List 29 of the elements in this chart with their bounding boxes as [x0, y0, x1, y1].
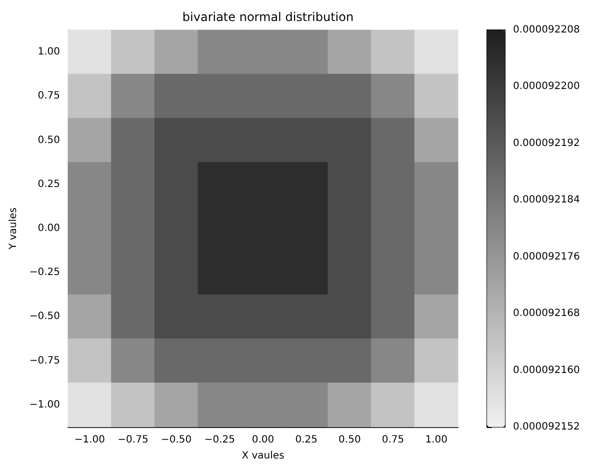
- x-tick-label: −0.75: [118, 434, 148, 446]
- x-tick-label: 0.75: [382, 434, 404, 446]
- x-tick-label: −0.25: [204, 434, 235, 446]
- x-tick-label: 0.50: [338, 434, 361, 446]
- x-tick-label: 0.00: [252, 434, 274, 446]
- y-tick-label: −0.75: [29, 355, 60, 366]
- y-tick-label: 1.00: [38, 46, 60, 58]
- x-tick-label: 1.00: [425, 434, 448, 446]
- color-bar-label: 0.000092168: [513, 308, 580, 320]
- y-axis-title: Y vaules: [8, 208, 19, 250]
- y-tick-label: −1.00: [29, 399, 60, 410]
- x-tick-label: 0.25: [295, 434, 318, 446]
- x-tick-label: −1.00: [74, 434, 105, 446]
- color-bar-label: 0.000092152: [513, 422, 580, 432]
- y-tick-label: 0.25: [38, 178, 60, 190]
- y-tick-label: −0.50: [29, 311, 60, 322]
- x-axis-title: X vaules: [242, 450, 284, 462]
- y-tick-label: 0.00: [38, 223, 60, 234]
- y-tick-label: −0.25: [29, 267, 60, 278]
- color-bar-label: 0.000092184: [513, 194, 580, 206]
- color-bar-label: 0.000092160: [513, 364, 580, 376]
- color-bar-label: 0.000092200: [513, 81, 580, 92]
- color-bar-label: 0.000092192: [513, 138, 580, 149]
- color-bar-label: 0.000092208: [513, 24, 580, 36]
- color-bar-label: 0.000092176: [513, 251, 580, 262]
- x-tick-label: −0.50: [161, 434, 192, 446]
- y-tick-label: 0.75: [38, 90, 60, 102]
- chart-title: bivariate normal distribution: [182, 10, 354, 24]
- y-tick-label: 0.50: [38, 134, 60, 146]
